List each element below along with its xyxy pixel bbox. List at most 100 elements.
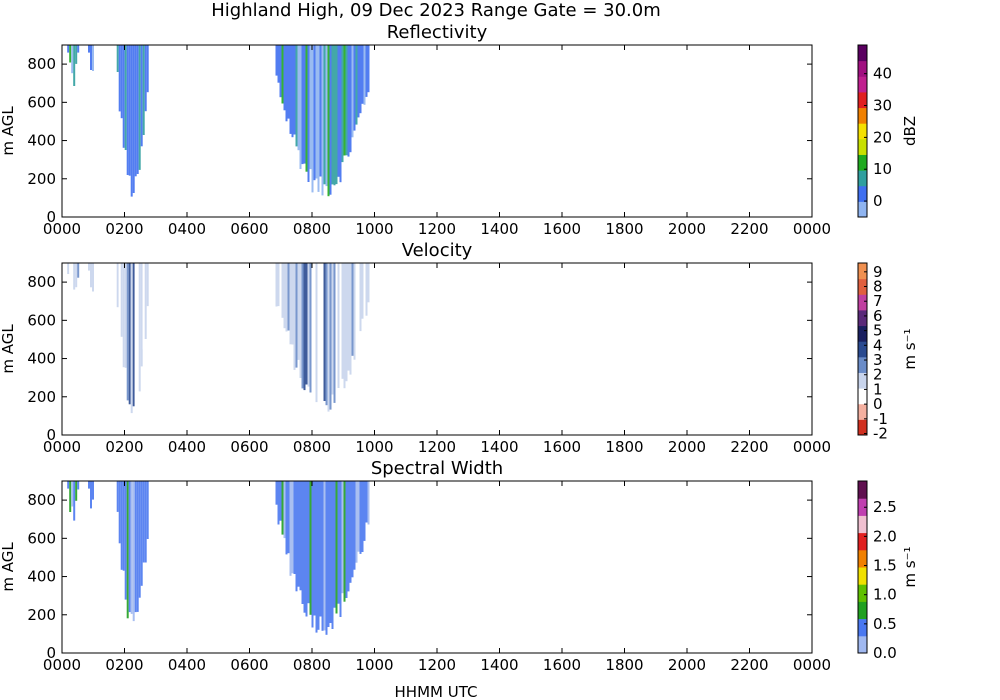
x-tick-label: 0000 bbox=[793, 438, 831, 456]
colorbar-tick-label: 0.0 bbox=[873, 644, 897, 662]
echo-streak bbox=[90, 481, 92, 509]
colorbar-frame bbox=[857, 262, 868, 436]
echo-streak bbox=[285, 263, 288, 332]
echo-region bbox=[67, 481, 80, 521]
echo-streak bbox=[126, 481, 129, 619]
echo-streak bbox=[283, 45, 286, 111]
echo-streak bbox=[347, 45, 350, 157]
echo-streak bbox=[277, 263, 280, 307]
echo-streak bbox=[323, 481, 326, 631]
echo-streak bbox=[69, 481, 72, 512]
colorbar-tick-label: 3 bbox=[873, 351, 883, 369]
echo-streak bbox=[319, 263, 322, 417]
echo-streak bbox=[341, 45, 344, 163]
echo-streak bbox=[367, 263, 370, 303]
plot-area bbox=[62, 263, 812, 435]
echo-streak bbox=[120, 263, 123, 337]
panel-reflectivity: 0000 0200 0400 0600 0800 1000 1200 1400 1600 1800… bbox=[0, 22, 919, 238]
echo-streak bbox=[128, 481, 131, 613]
echo-streak bbox=[277, 45, 280, 83]
echo-streak bbox=[69, 263, 72, 273]
echo-streak bbox=[317, 263, 320, 396]
echo-streak bbox=[353, 45, 356, 131]
colorbar-segment bbox=[858, 481, 867, 499]
colorbar-tick-label: 9 bbox=[873, 263, 883, 281]
echo-streak bbox=[88, 263, 90, 271]
echo-streak bbox=[359, 263, 362, 332]
echo-streak bbox=[343, 45, 346, 156]
echo-streak bbox=[69, 45, 72, 63]
echo-streak bbox=[142, 481, 145, 563]
echo-streak bbox=[283, 263, 286, 329]
echo-region bbox=[67, 263, 80, 295]
colorbar-segment bbox=[858, 567, 867, 585]
echo-streak bbox=[309, 481, 312, 615]
echo-streak bbox=[315, 45, 318, 179]
echo-streak bbox=[132, 45, 135, 193]
echo-streak bbox=[327, 481, 330, 627]
echo-streak bbox=[341, 263, 344, 379]
x-tick-label: 0000 bbox=[43, 438, 81, 456]
y-tick-label: 800 bbox=[27, 491, 56, 509]
colorbar-segment bbox=[858, 549, 867, 568]
echo-streak bbox=[67, 481, 70, 489]
echo-streak bbox=[323, 45, 326, 185]
x-tick-label: 1600 bbox=[543, 438, 581, 456]
colorbar-segment bbox=[858, 584, 867, 602]
echo-streak bbox=[357, 45, 360, 118]
echo-region bbox=[67, 45, 80, 86]
echo-streak bbox=[359, 481, 362, 554]
echo-streak bbox=[128, 263, 131, 405]
colorbar-segment bbox=[858, 419, 867, 436]
x-axis-label: HHMM UTC bbox=[395, 683, 478, 700]
figure-title: Highland High, 09 Dec 2023 Range Gate = … bbox=[211, 0, 661, 21]
echo-streak bbox=[134, 263, 137, 411]
x-tick-label: 0200 bbox=[105, 438, 143, 456]
echo-streak bbox=[73, 481, 76, 521]
x-tick-label: 1400 bbox=[480, 220, 518, 238]
colorbar-tick-label: -1 bbox=[873, 410, 888, 428]
echo-streak bbox=[291, 481, 294, 574]
echo-streak bbox=[120, 481, 123, 570]
echo-streak bbox=[349, 45, 352, 153]
colorbar-segment bbox=[858, 601, 867, 620]
echo-streak bbox=[337, 263, 340, 388]
echo-region bbox=[116, 263, 149, 414]
echo-streak bbox=[367, 481, 370, 525]
colorbar-label: m s⁻¹ bbox=[901, 328, 919, 369]
echo-streak bbox=[122, 45, 125, 148]
panels: 0000 0200 0400 0600 0800 1000 1200 1400 1600 1800… bbox=[0, 22, 919, 674]
echo-streak bbox=[301, 481, 304, 604]
x-tick-label: 0400 bbox=[168, 220, 206, 238]
x-tick-label: 0600 bbox=[230, 656, 268, 674]
echo-streak bbox=[307, 263, 310, 387]
colorbar-segment bbox=[858, 532, 867, 551]
echo-streak bbox=[71, 45, 74, 74]
colorbar-segment bbox=[858, 309, 867, 327]
echo-streak bbox=[142, 45, 145, 135]
echo-streak bbox=[353, 263, 356, 360]
echo-region bbox=[275, 263, 370, 417]
y-tick-label: 600 bbox=[27, 529, 56, 547]
echo-streak bbox=[343, 263, 346, 389]
y-tick-label: 0 bbox=[46, 208, 56, 226]
x-tick-label: 2200 bbox=[730, 438, 768, 456]
echo-streak bbox=[128, 45, 131, 176]
y-axis-label: m AGL bbox=[0, 106, 17, 156]
x-tick-label: 0000 bbox=[43, 656, 81, 674]
echo-streak bbox=[77, 45, 80, 53]
echo-streak bbox=[299, 45, 302, 169]
echo-streak bbox=[331, 481, 334, 629]
colorbar-tick-label: 7 bbox=[873, 292, 883, 310]
echo-streak bbox=[361, 45, 364, 104]
echo-streak bbox=[325, 45, 328, 187]
y-tick-label: 600 bbox=[27, 311, 56, 329]
echo-streak bbox=[355, 263, 358, 352]
x-tick-label: 2000 bbox=[668, 656, 706, 674]
colorbar-segment bbox=[858, 325, 867, 342]
echo-streak bbox=[319, 45, 322, 177]
echo-streak bbox=[138, 481, 141, 598]
echo-streak bbox=[122, 481, 125, 571]
echo-streak bbox=[363, 481, 366, 541]
colorbar-segment bbox=[858, 618, 867, 637]
